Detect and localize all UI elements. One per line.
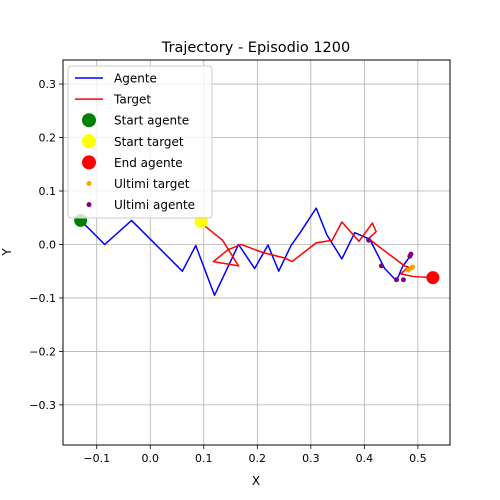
plot-frame: [62, 59, 451, 446]
legend-swatch-ultimi-target: [86, 181, 92, 186]
y-tick-label: −0.1: [29, 292, 56, 305]
ultimi-target-point: [410, 264, 416, 270]
x-tick-label: 0.1: [195, 452, 213, 465]
y-tick-label: −0.2: [29, 345, 56, 358]
y-tick-label: −0.3: [29, 399, 56, 412]
legend: Agente Target Start agente Start target End …: [67, 65, 213, 219]
x-tick-label: 0.0: [141, 452, 159, 465]
legend-box: [67, 65, 213, 219]
legend-label-end-agente: End agente: [114, 156, 183, 170]
legend-label-ultimi-target: Ultimi target: [114, 177, 190, 191]
x-tick-label: 0.3: [302, 452, 320, 465]
legend-label-start-agente: Start agente: [114, 114, 189, 128]
y-tick-label: 0.1: [39, 185, 57, 198]
x-tick-label: −0.1: [83, 452, 110, 465]
x-tick-label: 0.2: [249, 452, 267, 465]
legend-swatch-start-agente: [82, 113, 96, 128]
x-axis-label: X: [252, 474, 260, 488]
y-tick-label: 0.3: [39, 78, 57, 91]
end-agente-marker: [426, 271, 440, 285]
series-layer: [74, 207, 440, 297]
chart-title: Trajectory - Episodio 1200: [161, 40, 350, 56]
legend-label-target: Target: [113, 93, 151, 107]
legend-swatch-start-target: [82, 134, 96, 149]
ultimi-agente-point: [393, 277, 399, 283]
ultimi-agente-point: [378, 263, 384, 269]
axis-ticks: −0.1 0.0 0.1 0.2 0.3 0.4 0.5 0.3 0.2 0.1 0.0 −0.1 −0…: [29, 78, 426, 465]
legend-label-start-target: Start target: [114, 135, 184, 149]
agente-line: [80, 207, 412, 297]
ultimi-agente-point: [366, 237, 372, 243]
x-tick-label: 0.5: [409, 452, 427, 465]
ultimi-agente-point: [408, 251, 414, 257]
y-tick-label: 0.2: [39, 132, 57, 145]
legend-swatch-end-agente: [82, 155, 96, 170]
legend-swatch-ultimi-agente: [86, 202, 92, 208]
x-tick-label: 0.4: [356, 452, 374, 465]
ultimi-agente-point: [400, 277, 406, 283]
target-line: [200, 221, 433, 279]
y-tick-label: 0.0: [39, 238, 57, 251]
y-axis-label: Y: [0, 248, 14, 257]
legend-label-ultimi-agente: Ultimi agente: [114, 198, 195, 212]
legend-label-agente: Agente: [114, 72, 157, 86]
